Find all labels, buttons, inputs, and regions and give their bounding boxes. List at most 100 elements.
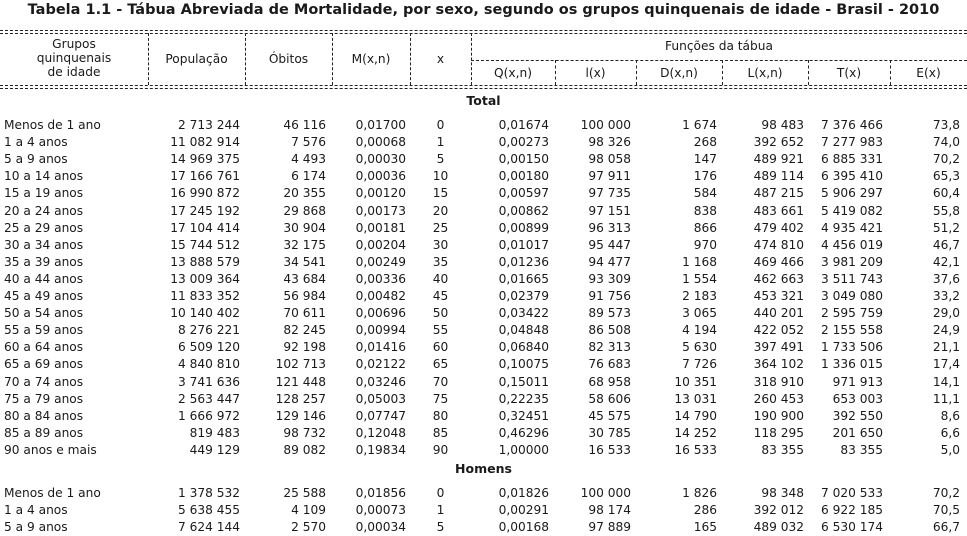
cell-Lxn: 462 663	[753, 271, 804, 286]
cell-x: 45	[432, 289, 449, 303]
cell-populacao: 13 009 364	[170, 271, 240, 286]
cell-dxn: 1 826	[682, 486, 717, 500]
col-divider	[332, 33, 333, 85]
cell-Ex: 42,1	[932, 254, 960, 269]
col-divider	[722, 60, 723, 85]
cell-qxn: 0,46296	[498, 425, 549, 440]
cell-lx: 100 000	[580, 118, 631, 132]
cell-Tx: 2 155 558	[820, 323, 883, 338]
col-divider	[245, 33, 246, 85]
cell-populacao: 1 666 972	[177, 408, 240, 423]
cell-grupo: 35 a 39 anos	[4, 254, 84, 269]
cell-grupo: 50 a 54 anos	[4, 306, 84, 321]
cell-grupo: 20 a 24 anos	[4, 203, 84, 218]
table-row: 65 a 69 anos 4 840 810 102 713 0,02122 65 0,1…	[0, 356, 967, 373]
cell-Lxn: 422 052	[753, 323, 804, 338]
cell-x: 0	[436, 486, 445, 500]
cell-dxn: 14 252	[674, 425, 717, 440]
cell-dxn: 13 031	[674, 391, 717, 406]
table-row: 30 a 34 anos 15 744 512 32 175 0,00204 30 0,0…	[0, 237, 967, 254]
cell-qxn: 0,00291	[498, 503, 549, 518]
cell-grupo: 15 a 19 anos	[4, 186, 84, 201]
cell-Lxn: 392 652	[753, 135, 804, 150]
header-grupos-line3: de idade	[47, 65, 101, 79]
cell-obitos: 82 245	[283, 323, 326, 338]
cell-mxn: 0,00173	[355, 203, 406, 218]
cell-Tx: 6 922 185	[820, 503, 883, 518]
cell-Tx: 653 003	[832, 391, 883, 406]
cell-qxn: 0,01665	[498, 271, 549, 286]
header-lx: l(x)	[585, 66, 606, 80]
cell-obitos: 6 174	[291, 169, 326, 184]
cell-dxn: 970	[693, 237, 717, 252]
cell-qxn: 0,00899	[498, 220, 549, 235]
cell-populacao: 819 483	[189, 425, 240, 440]
cell-x: 1	[436, 135, 445, 150]
table-row: 5 a 9 anos 14 969 375 4 493 0,00030 5 0,00150…	[0, 151, 967, 168]
cell-Ex: 29,0	[932, 306, 960, 321]
cell-obitos: 56 984	[283, 289, 326, 303]
cell-grupo: 45 a 49 anos	[4, 289, 84, 303]
cell-obitos: 29 868	[283, 203, 326, 218]
cell-qxn: 0,00862	[498, 203, 549, 218]
cell-lx: 68 958	[588, 374, 631, 389]
cell-x: 30	[432, 237, 449, 252]
table-row: 1 a 4 anos 5 638 455 4 109 0,00073 1 0,00291 9…	[0, 502, 967, 519]
cell-Ex: 8,6	[940, 408, 960, 423]
table-row: 25 a 29 anos 17 104 414 30 904 0,00181 25 0,0…	[0, 220, 967, 237]
cell-populacao: 11 833 352	[170, 289, 240, 303]
cell-lx: 97 911	[588, 169, 631, 184]
cell-lx: 82 313	[588, 340, 631, 355]
cell-qxn: 0,02379	[498, 289, 549, 303]
cell-dxn: 5 630	[682, 340, 717, 355]
cell-qxn: 0,32451	[498, 408, 549, 423]
cell-Tx: 3 981 209	[820, 254, 883, 269]
section-header: Homens	[455, 461, 512, 476]
cell-mxn: 0,19834	[355, 442, 406, 457]
cell-Ex: 60,4	[932, 186, 960, 201]
cell-Tx: 201 650	[832, 425, 883, 440]
cell-dxn: 7 726	[682, 357, 717, 372]
cell-mxn: 0,01700	[355, 118, 406, 132]
cell-lx: 91 756	[588, 289, 631, 303]
cell-lx: 58 606	[588, 391, 631, 406]
cell-dxn: 1 674	[682, 118, 717, 132]
table-row: 5 a 9 anos 7 624 144 2 570 0,00034 5 0,00168 9…	[0, 519, 967, 536]
cell-populacao: 7 624 144	[177, 520, 240, 535]
cell-Tx: 5 906 297	[820, 186, 883, 201]
cell-x: 20	[432, 203, 449, 218]
cell-Tx: 7 376 466	[820, 118, 883, 132]
header-grupos: Grupos quinquenais de idade	[0, 37, 148, 79]
cell-Lxn: 489 114	[753, 169, 804, 184]
cell-mxn: 0,00030	[355, 152, 406, 167]
cell-dxn: 584	[693, 186, 717, 201]
cell-x: 75	[432, 391, 449, 406]
header-obitos: Óbitos	[268, 52, 309, 66]
cell-Lxn: 487 215	[753, 186, 804, 201]
cell-mxn: 0,00994	[355, 323, 406, 338]
cell-Tx: 2 595 759	[820, 306, 883, 321]
cell-mxn: 0,01856	[355, 486, 406, 500]
cell-populacao: 14 969 375	[170, 152, 240, 167]
cell-Tx: 971 913	[832, 374, 883, 389]
col-divider	[410, 33, 411, 85]
cell-populacao: 2 563 447	[177, 391, 240, 406]
cell-Ex: 33,2	[932, 289, 960, 303]
cell-Lxn: 392 012	[753, 503, 804, 518]
cell-dxn: 1 554	[682, 271, 717, 286]
cell-Lxn: 440 201	[753, 306, 804, 321]
table-row: 40 a 44 anos 13 009 364 43 684 0,00336 40 0,0…	[0, 271, 967, 288]
cell-mxn: 0,00034	[355, 520, 406, 535]
table-row: 45 a 49 anos 11 833 352 56 984 0,00482 45 0,0…	[0, 288, 967, 305]
cell-x: 0	[436, 118, 445, 132]
cell-populacao: 5 638 455	[177, 503, 240, 518]
cell-Ex: 5,0	[940, 442, 960, 457]
header-Ex: E(x)	[916, 66, 941, 80]
cell-lx: 76 683	[588, 357, 631, 372]
cell-populacao: 17 166 761	[170, 169, 240, 184]
cell-Ex: 65,3	[932, 169, 960, 184]
cell-mxn: 0,07747	[355, 408, 406, 423]
header-bottom-rule-2	[0, 88, 967, 89]
cell-obitos: 25 588	[283, 486, 326, 500]
cell-populacao: 17 245 192	[170, 203, 240, 218]
